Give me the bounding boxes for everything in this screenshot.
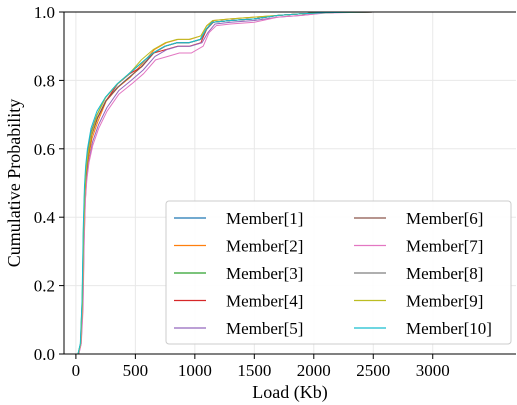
y-tick-label: 0.4 [34,208,56,227]
y-tick-label: 0.2 [34,277,55,296]
legend-item: Member[10] [354,319,492,338]
x-tick-label: 3000 [416,361,450,380]
legend-label: Member[1] [226,209,303,228]
series-line-7 [78,11,516,355]
legend-item: Member[7] [354,237,483,256]
legend-label: Member[2] [226,237,303,256]
legend-label: Member[10] [406,319,492,338]
legend-label: Member[3] [226,264,303,283]
x-tick-label: 500 [123,361,149,380]
x-tick-label: 2000 [297,361,331,380]
y-axis-label: Cumulative Probability [4,99,24,268]
legend-label: Member[9] [406,292,483,311]
legend-label: Member[8] [406,264,483,283]
legend: Member[1] Member[2] Member[3] Member[4] Memb… [165,200,512,345]
y-tick-label: 1.0 [34,3,55,22]
x-tick-label: 1000 [178,361,212,380]
legend-item: Member[8] [354,264,483,283]
axes [63,11,516,355]
legend-item: Member[4] [174,292,303,311]
y-tick-label: 0.0 [34,345,55,364]
legend-item: Member[1] [174,209,303,228]
x-tick-label: 1500 [237,361,271,380]
legend-label: Member[7] [406,237,483,256]
x-tick-label: 0 [72,361,81,380]
series-line-10 [77,11,516,355]
legend-label: Member[6] [406,209,483,228]
legend-frame [165,200,512,345]
legend-label: Member[5] [226,319,303,338]
legend-item: Member[2] [174,237,303,256]
legend-item: Member[6] [354,209,483,228]
y-tick-label: 0.8 [34,71,55,90]
x-axis-label: Load (Kb) [252,382,327,403]
tick-labels: 0 500 1000 1500 2000 2500 3000 0.0 0.2 0.4 0.6 0.8 1… [34,3,450,380]
legend-item: Member[9] [354,292,483,311]
legend-item: Member[5] [174,319,303,338]
legend-label: Member[4] [226,292,303,311]
legend-item: Member[3] [174,264,303,283]
x-tick-label: 2500 [356,361,390,380]
y-tick-label: 0.6 [34,140,55,159]
series-lines [77,11,516,355]
